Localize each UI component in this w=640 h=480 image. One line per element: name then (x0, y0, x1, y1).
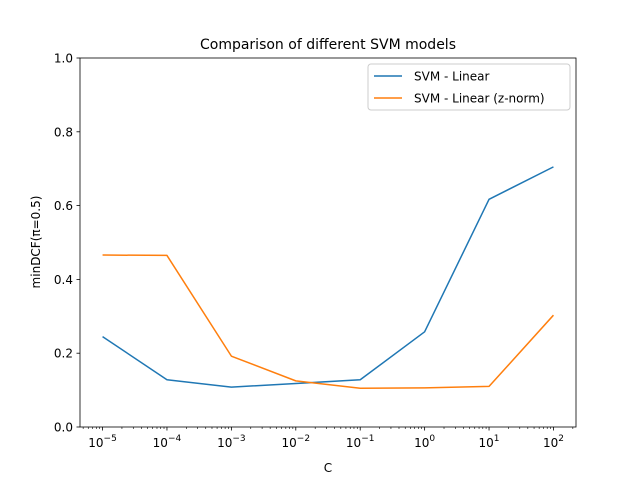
plot-frame (79, 57, 577, 428)
legend-label-1: SVM - Linear (414, 70, 490, 84)
legend: SVM - Linear SVM - Linear (z-norm) (367, 63, 571, 111)
y-tick-label: 0.2 (54, 347, 73, 361)
y-tick-label: 0.4 (54, 273, 73, 287)
legend-box (367, 63, 571, 111)
plot-area: 0.0 0.2 0.4 0.6 0.8 1.0 10−5 10−4 10−3 10−2 10−1 10… (54, 52, 577, 450)
x-tick-label: 10−5 (88, 434, 117, 450)
x-axis-label: C (324, 461, 332, 475)
series-line-2 (102, 254, 555, 389)
y-tick-label: 0.0 (54, 421, 73, 435)
series-line-1 (102, 166, 554, 388)
x-tick-label: 100 (414, 434, 435, 450)
x-tick-label: 101 (479, 434, 500, 450)
x-tick-label: 10−2 (282, 434, 311, 450)
x-tick-label: 10−3 (217, 434, 246, 450)
y-tick-label: 0.8 (54, 125, 73, 139)
x-tick-label: 102 (543, 434, 564, 450)
x-tick-label: 10−1 (346, 434, 375, 450)
y-tick-label: 0.6 (54, 199, 73, 213)
x-tick-label: 10−4 (153, 434, 182, 450)
chart-title: Comparison of different SVM models (200, 37, 456, 53)
y-tick-label: 1.0 (54, 52, 73, 66)
y-axis-label: minDCF(π=0.5) (29, 196, 43, 289)
legend-label-2: SVM - Linear (z-norm) (414, 92, 545, 106)
